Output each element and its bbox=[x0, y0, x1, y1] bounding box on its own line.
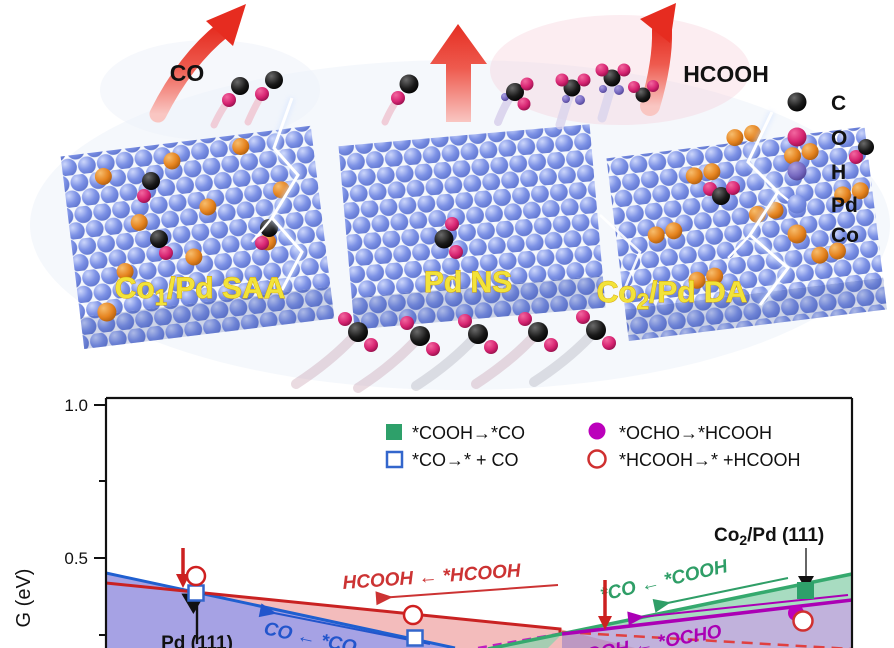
oxygen-sphere-icon bbox=[787, 127, 807, 147]
hcooh-release-arrow bbox=[640, 3, 676, 116]
legend-label: *CO→* + CO bbox=[412, 450, 519, 470]
slab-pd-ns bbox=[291, 74, 616, 393]
filled-square-marker bbox=[797, 582, 814, 599]
lightning-bolt bbox=[251, 96, 307, 292]
slab-co2pd-da bbox=[555, 63, 887, 342]
slab-front-face bbox=[80, 286, 335, 350]
atom-legend-label: Co bbox=[831, 224, 859, 247]
adsorbed-co-molecules bbox=[137, 172, 278, 260]
open-circle-marker bbox=[402, 604, 424, 626]
atom-legend-label: H bbox=[831, 161, 846, 184]
catalyst-illustration: CO HCOOH bbox=[30, 3, 890, 393]
middle-up-arrow bbox=[430, 24, 487, 122]
pd111-label: Pd (111) bbox=[161, 633, 233, 648]
co2pd111-label: Co2/Pd (111) bbox=[714, 525, 824, 548]
desorbing-molecules bbox=[381, 74, 534, 126]
slab-front-shade bbox=[624, 277, 887, 342]
desorbing-hcooh-molecules bbox=[555, 63, 659, 130]
red-dashed-line bbox=[561, 630, 853, 648]
open-square-marker bbox=[187, 584, 205, 602]
blue-line bbox=[105, 571, 456, 648]
legend-open-square-icon bbox=[385, 450, 404, 469]
atom-legend-label: O bbox=[831, 127, 847, 150]
y-axis-label: G (eV) bbox=[13, 569, 35, 628]
chart-legend: *COOH→*CO *CO→* + CO *OCHO→*HCOOH *HCOOH… bbox=[385, 422, 801, 470]
ytick-0.5: 0.5 bbox=[64, 549, 88, 568]
carbon-sphere-icon bbox=[787, 92, 807, 112]
plot-frame bbox=[94, 396, 854, 648]
label-co1pd-saa: Co1/Pd SAA bbox=[115, 272, 286, 310]
slab-surface bbox=[338, 124, 603, 298]
blue-direction-arrow bbox=[258, 603, 431, 645]
palladium-sphere-icon bbox=[787, 194, 807, 214]
legend-filled-square-icon bbox=[386, 424, 402, 440]
atom-legend-label: Pd bbox=[831, 194, 858, 217]
hcooh-gas-label: HCOOH bbox=[683, 61, 769, 87]
legend-label: *OCHO→*HCOOH bbox=[619, 423, 772, 443]
incoming-co2-molecules bbox=[291, 310, 616, 393]
red-pointer-arrow-mid bbox=[598, 580, 612, 630]
co-gas-label: CO bbox=[170, 60, 205, 86]
slab-front-shade bbox=[80, 286, 335, 350]
legend-filled-circle-icon bbox=[588, 422, 606, 440]
green-path-label: *CO ← *COOH bbox=[598, 556, 730, 606]
desorbing-co-molecules bbox=[210, 71, 283, 129]
open-circle-marker bbox=[185, 565, 207, 587]
slab-front-face bbox=[351, 275, 606, 330]
slab-front-face bbox=[624, 277, 887, 342]
adsorbed-molecules bbox=[434, 217, 463, 259]
legend-label: *HCOOH→* +HCOOH bbox=[619, 450, 801, 470]
open-square-marker bbox=[406, 629, 424, 647]
adsorbed-molecules bbox=[703, 139, 874, 205]
ytick-1.0: 1.0 bbox=[64, 396, 88, 415]
open-circle-marker bbox=[792, 610, 814, 632]
hydrogen-sphere-icon bbox=[787, 161, 807, 181]
atom-legend-label: C bbox=[831, 92, 846, 115]
red-direction-arrow bbox=[375, 584, 559, 606]
atom-legend: C O H Pd Co bbox=[787, 92, 859, 247]
slab-front-shade bbox=[351, 275, 606, 330]
label-pd-ns: Pd NS bbox=[424, 266, 512, 299]
green-direction-arrow bbox=[652, 577, 789, 613]
slab-surface bbox=[606, 126, 884, 310]
magenta-line bbox=[561, 598, 853, 636]
slab-co1pd-saa bbox=[60, 71, 335, 350]
free-energy-chart: HCOOH ← *HCOOH CO ← *CO *CO ← *COOH *HCO… bbox=[13, 396, 854, 648]
cobalt-sphere-icon bbox=[787, 224, 807, 244]
label-co2pd-da: Co2/Pd DA bbox=[597, 276, 748, 314]
legend-open-circle-icon bbox=[587, 449, 607, 469]
lightning-bolt bbox=[599, 110, 801, 308]
co-release-arrow bbox=[149, 4, 246, 123]
legend-label: *COOH→*CO bbox=[412, 423, 525, 443]
light-haze bbox=[100, 40, 320, 140]
